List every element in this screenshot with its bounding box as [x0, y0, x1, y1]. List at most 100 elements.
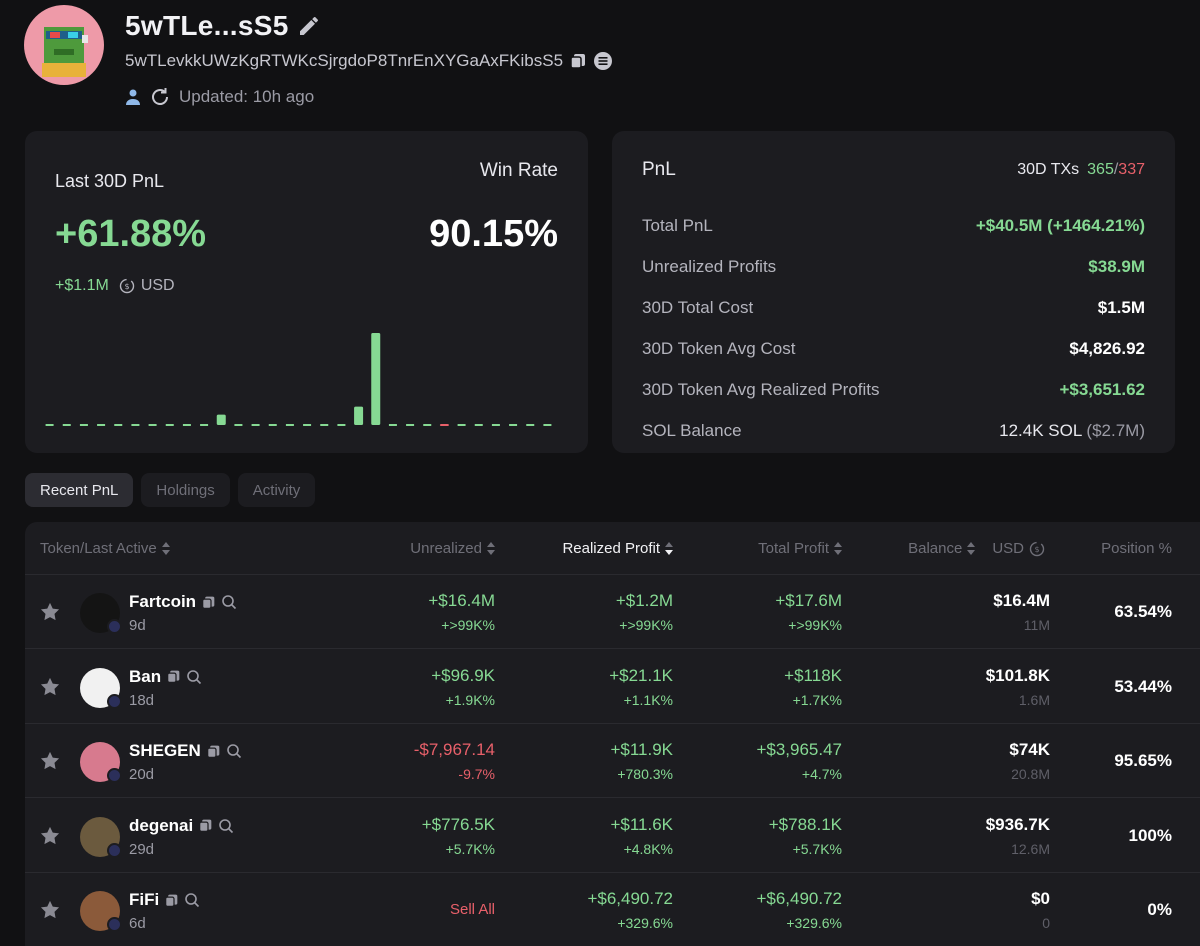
- table-row[interactable]: FiFi 6d Sell All +$6,490.72 +329.6% +$6,…: [25, 873, 1200, 946]
- pnl-bar: [406, 424, 415, 426]
- token-avatar: [80, 593, 122, 634]
- copy-icon[interactable]: [164, 893, 179, 908]
- token-name[interactable]: FiFi: [129, 890, 200, 910]
- token-name[interactable]: Ban: [129, 667, 202, 687]
- balance-amount: 11M: [1023, 617, 1050, 633]
- search-icon[interactable]: [226, 743, 242, 759]
- col-token[interactable]: Token/Last Active: [40, 540, 170, 557]
- currency-swap-icon[interactable]: $: [1029, 541, 1045, 557]
- table-row[interactable]: degenai 29d +$776.5K +5.7K% +$11.6K +4.8…: [25, 799, 1200, 873]
- unrealized-percent: +1.9K%: [445, 691, 495, 708]
- favorite-star-icon[interactable]: [39, 750, 61, 777]
- balance-amount: 0: [1042, 915, 1050, 931]
- currency-swap-icon: $: [119, 278, 135, 294]
- pnl-bar: [45, 424, 54, 426]
- pnl-bar: [457, 424, 466, 426]
- stats-list: Total PnL +$40.5M (+1464.21%) Unrealized…: [642, 205, 1145, 451]
- stat-value: +$40.5M (+1464.21%): [975, 215, 1145, 235]
- pnl-bar: [285, 424, 294, 426]
- stat-label: 30D Total Cost: [642, 297, 754, 317]
- token-name[interactable]: SHEGEN: [129, 741, 242, 761]
- tx-count: 30D TXs 365/337: [1017, 161, 1145, 179]
- col-total[interactable]: Total Profit: [758, 540, 842, 557]
- balance-amount: 1.6M: [1018, 691, 1050, 708]
- solana-chain-icon: [593, 51, 613, 71]
- stat-value: $4,826.92: [1069, 338, 1145, 358]
- position-percent: 63.54%: [1114, 602, 1172, 621]
- token-name[interactable]: degenai: [129, 816, 234, 836]
- favorite-star-icon[interactable]: [39, 825, 61, 852]
- tab-activity[interactable]: Activity: [237, 473, 316, 507]
- pnl-bar: [268, 424, 277, 426]
- pnl-bar: [423, 424, 432, 426]
- table-row[interactable]: Fartcoin 9d +$16.4M +>99K% +$1.2M +>99K%…: [25, 575, 1200, 649]
- currency-toggle[interactable]: $ USD: [119, 277, 175, 295]
- tx-buy-count: 365: [1087, 161, 1114, 178]
- last-active: 9d: [129, 617, 146, 634]
- wallet-address: 5wTLevkkUWzKgRTWKcSjrgdoP8TnrEnXYGaAxFKi…: [125, 51, 613, 71]
- copy-icon[interactable]: [206, 744, 221, 759]
- favorite-star-icon[interactable]: [39, 676, 61, 703]
- copy-icon[interactable]: [569, 52, 587, 70]
- avatar: [24, 5, 104, 85]
- token-table: Token/Last Active Unrealized Realized Pr…: [25, 522, 1200, 946]
- realized-percent: +>99K%: [619, 617, 673, 633]
- tab-recent-pnl[interactable]: Recent PnL: [25, 473, 134, 507]
- total-profit-percent: +4.7%: [801, 766, 842, 782]
- pnl-bar: [491, 424, 500, 426]
- tx-separator: /: [1113, 161, 1119, 178]
- copy-icon[interactable]: [201, 595, 216, 610]
- wallet-profile: 5wTLe...sS5 5wTLevkkUWzKgRTWKcSjrgdoP8Tn…: [24, 4, 724, 114]
- last-active: 18d: [129, 691, 155, 709]
- search-icon[interactable]: [221, 594, 237, 610]
- realized-percent: +329.6%: [617, 915, 673, 931]
- position-percent: 95.65%: [1114, 751, 1172, 770]
- tab-holdings[interactable]: Holdings: [141, 473, 230, 507]
- balance-usd: $74K: [1009, 740, 1050, 759]
- unrealized-value: +$16.4M: [428, 591, 495, 610]
- table-header: Token/Last Active Unrealized Realized Pr…: [25, 522, 1200, 575]
- search-icon[interactable]: [184, 892, 200, 908]
- unrealized-percent: +>99K%: [441, 617, 495, 633]
- favorite-star-icon[interactable]: [39, 601, 61, 628]
- token-symbol: degenai: [129, 815, 194, 835]
- copy-icon[interactable]: [166, 669, 181, 684]
- col-realized-label: Realized Profit: [562, 540, 660, 557]
- token-name[interactable]: Fartcoin: [129, 592, 237, 612]
- col-balance-label: Balance: [908, 540, 963, 557]
- search-icon[interactable]: [186, 669, 202, 685]
- table-row[interactable]: SHEGEN 20d -$7,967.14 -9.7% +$11.9K +780…: [25, 724, 1200, 798]
- favorite-star-icon[interactable]: [39, 899, 61, 926]
- stat-total-pnl: Total PnL +$40.5M (+1464.21%): [642, 205, 1145, 246]
- sell-all-button[interactable]: Sell All: [449, 901, 495, 918]
- total-profit-value: +$17.6M: [775, 591, 842, 610]
- realized-percent: +1.1K%: [623, 691, 673, 708]
- realized-value: +$21.1K: [609, 665, 673, 685]
- col-unrealized[interactable]: Unrealized: [410, 540, 495, 557]
- pnl-stats-card: PnL 30D TXs 365/337 Total PnL +$40.5M (+1…: [612, 131, 1175, 453]
- pnl-bar: [320, 424, 329, 426]
- col-usd-label[interactable]: USD: [992, 540, 1024, 557]
- copy-icon[interactable]: [198, 818, 213, 833]
- refresh-icon[interactable]: [149, 86, 171, 108]
- stat-total-cost: 30D Total Cost $1.5M: [642, 287, 1145, 328]
- stat-value: 12.4K SOL ($2.7M): [999, 421, 1145, 441]
- col-token-label: Token/Last Active: [40, 540, 157, 557]
- pnl-bar: [439, 424, 449, 426]
- total-profit-percent: +>99K%: [788, 617, 842, 633]
- col-unrealized-label: Unrealized: [410, 540, 482, 557]
- token-symbol: Ban: [129, 666, 162, 686]
- total-profit-value: +$6,490.72: [756, 889, 842, 908]
- updated-text: Updated: 10h ago: [179, 87, 315, 106]
- col-position[interactable]: Position %: [1101, 540, 1172, 557]
- sort-icon: [834, 542, 842, 555]
- stat-label: 30D Token Avg Cost: [642, 338, 796, 358]
- col-balance[interactable]: Balance USD $: [908, 540, 1045, 557]
- table-row[interactable]: Ban 18d +$96.9K +1.9K% +$21.1K +1.1K% +$…: [25, 650, 1200, 724]
- col-realized[interactable]: Realized Profit: [562, 540, 673, 557]
- stat-label: Unrealized Profits: [642, 256, 777, 276]
- pnl-bar: [388, 424, 397, 426]
- search-icon[interactable]: [218, 818, 234, 834]
- edit-pencil-icon[interactable]: [297, 14, 321, 38]
- pnl-bar: [526, 424, 535, 426]
